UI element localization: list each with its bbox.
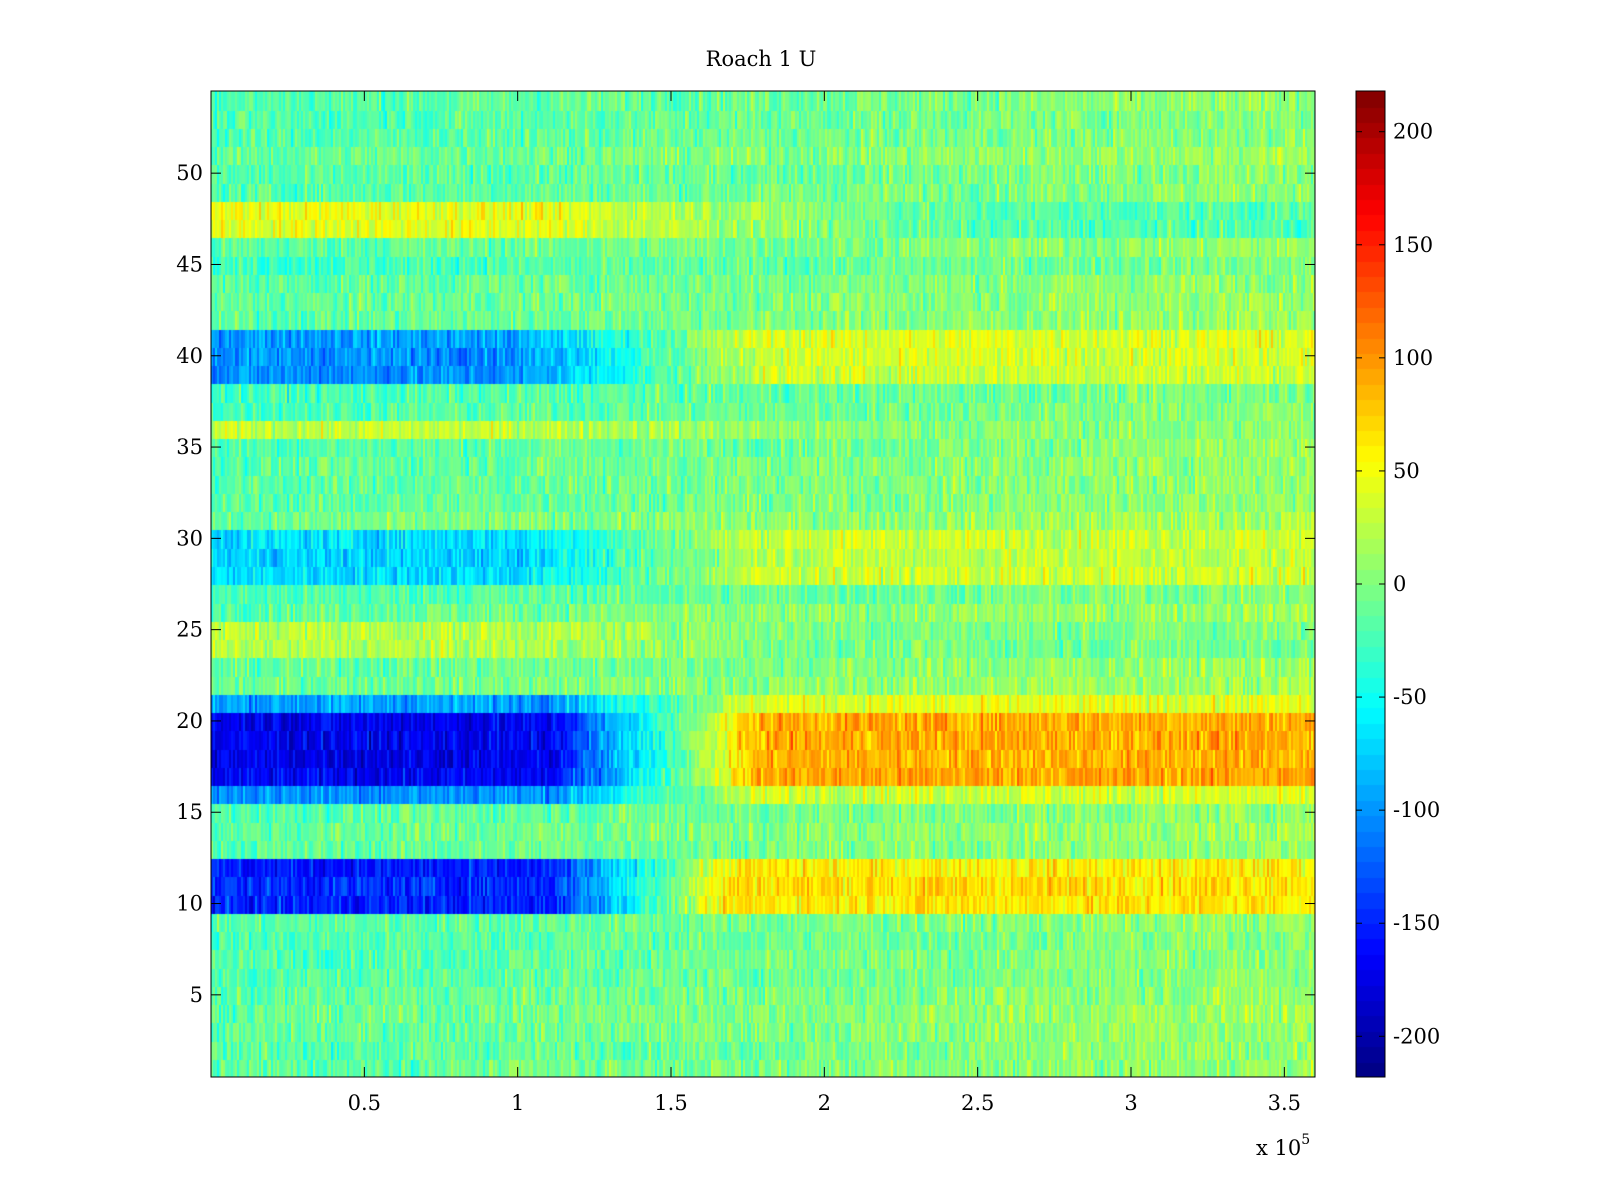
y-tick-label: 25 xyxy=(176,618,203,642)
y-tick-label: 20 xyxy=(176,709,203,733)
heatmap-image xyxy=(211,91,1315,1077)
colorbar-tick-label: 0 xyxy=(1393,572,1406,596)
chart-title: Roach 1 U xyxy=(706,47,817,71)
x-tick-label: 2.5 xyxy=(961,1091,994,1115)
x-tick-label: 2 xyxy=(818,1091,831,1115)
colorbar-tick-label: 150 xyxy=(1393,233,1433,257)
x-multiplier-base: x 10 xyxy=(1256,1136,1301,1160)
x-axis-multiplier: x 105 xyxy=(1256,1132,1310,1160)
y-tick-label: 5 xyxy=(190,983,203,1007)
x-tick-label: 3.5 xyxy=(1268,1091,1301,1115)
colorbar-tick-label: 100 xyxy=(1393,346,1433,370)
y-tick-label: 10 xyxy=(176,892,203,916)
x-tick-label: 3 xyxy=(1124,1091,1137,1115)
y-tick-label: 40 xyxy=(176,344,203,368)
x-tick-label: 1.5 xyxy=(654,1091,687,1115)
y-tick-label: 35 xyxy=(176,435,203,459)
y-tick-label: 45 xyxy=(176,252,203,276)
colorbar-tick-label: -50 xyxy=(1393,685,1427,709)
y-tick-label: 15 xyxy=(176,800,203,824)
colorbar-tick-label: -200 xyxy=(1393,1024,1440,1048)
y-tick-label: 30 xyxy=(176,526,203,550)
x-tick-label: 1 xyxy=(511,1091,524,1115)
x-axis: 0.5 1 1.5 2 2.5 3 3.5 xyxy=(348,91,1301,1115)
plot-frame xyxy=(210,90,1316,1078)
x-tick-label: 0.5 xyxy=(348,1091,381,1115)
y-tick-label: 50 xyxy=(176,161,203,185)
colorbar-axis: 200 150 100 50 0 -50 -100 -150 -200 xyxy=(1356,120,1440,1048)
x-multiplier-exponent: 5 xyxy=(1301,1132,1310,1148)
colorbar-tick-label: -150 xyxy=(1393,911,1440,935)
colorbar-tick-label: -100 xyxy=(1393,798,1440,822)
y-axis: 5 10 15 20 25 30 35 40 45 50 xyxy=(176,161,1315,1007)
colorbar-tick-label: 200 xyxy=(1393,120,1433,144)
colorbar-tick-label: 50 xyxy=(1393,459,1420,483)
